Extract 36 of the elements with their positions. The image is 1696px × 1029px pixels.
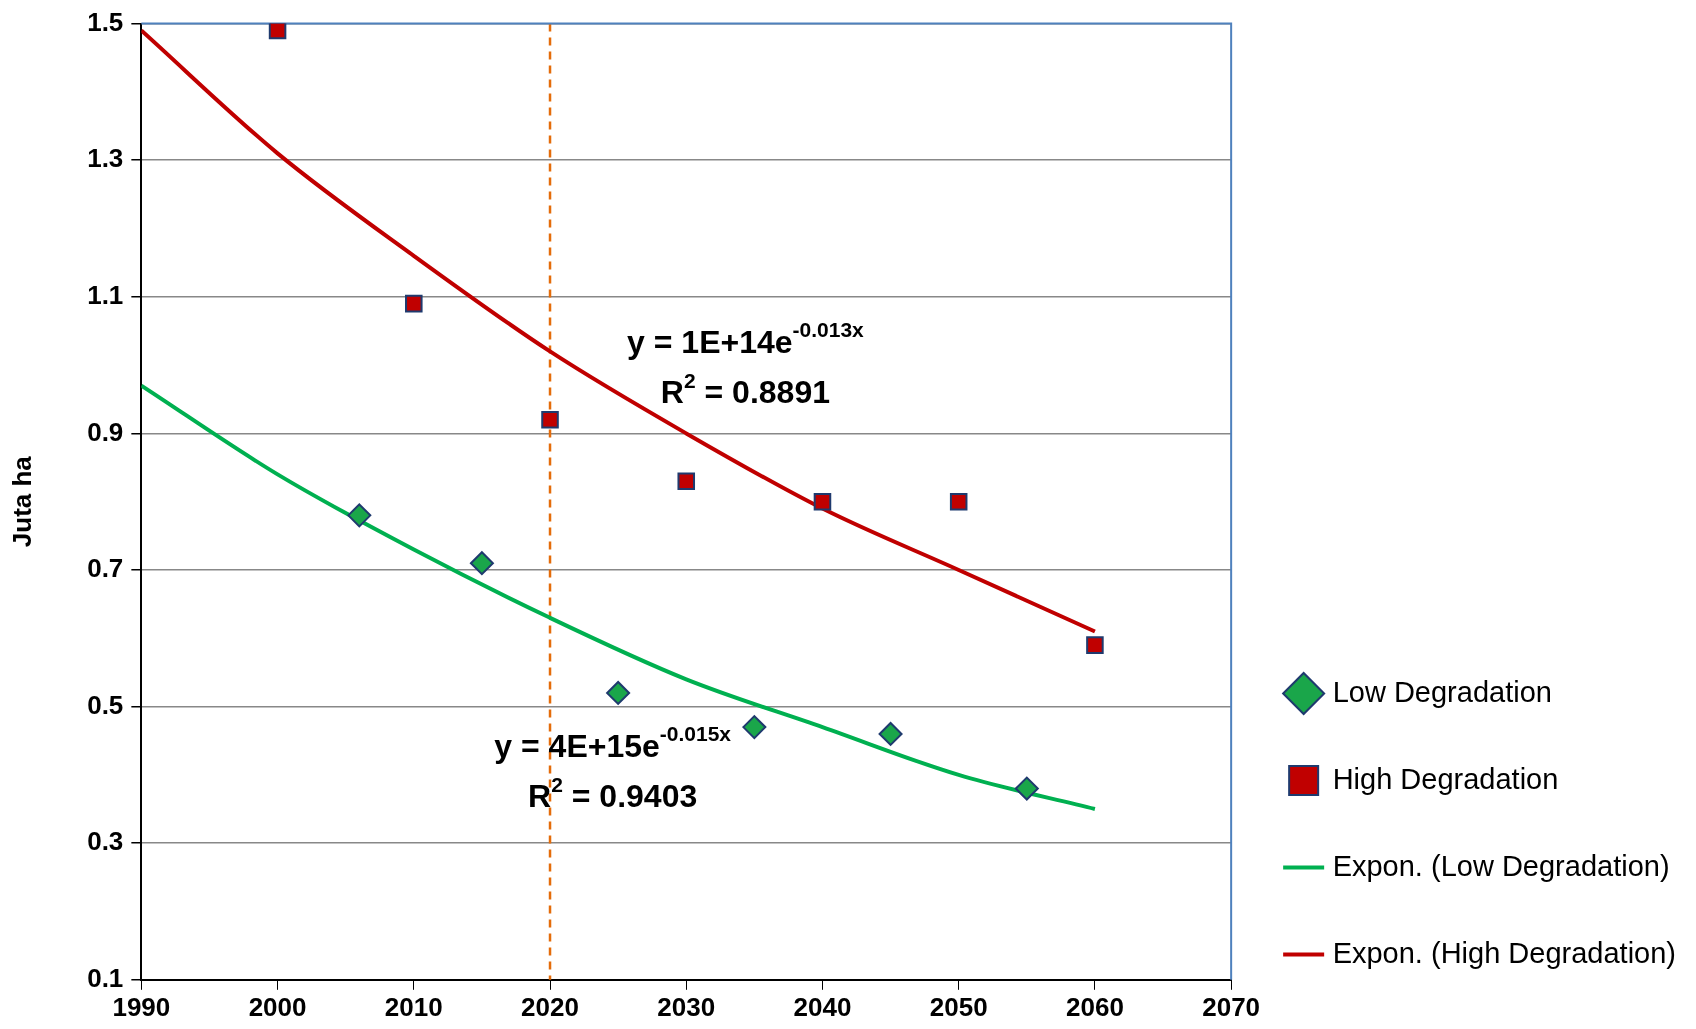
legend-label: Expon. (Low Degradation) (1332, 849, 1670, 882)
y-axis-title: Juta ha (6, 455, 37, 548)
point (405, 294, 423, 313)
legend-label: High Degradation (1332, 762, 1559, 795)
legend-label: Low Degradation (1332, 675, 1552, 708)
x-tick-label: 2000 (248, 991, 307, 1022)
point (949, 492, 968, 511)
y-tick-label: 0.7 (87, 553, 124, 584)
y-tick-label: 1.3 (87, 143, 124, 174)
x-tick-label: 2030 (657, 991, 716, 1022)
y-tick-label: 0.5 (87, 689, 124, 720)
y-tick-label: 1.5 (87, 6, 124, 37)
y-tick-label: 1.1 (87, 279, 124, 310)
y-tick-label: 0.3 (87, 826, 124, 857)
x-tick-label: 1990 (112, 991, 171, 1022)
x-tick-label: 2010 (384, 991, 443, 1022)
point (1086, 636, 1104, 654)
x-tick-label: 2020 (521, 991, 579, 1022)
point (541, 410, 559, 429)
point (469, 551, 494, 576)
x-tick-label: 2050 (929, 991, 988, 1022)
point (606, 680, 631, 705)
x-tick-label: 2040 (793, 991, 852, 1022)
x-tick-label: 2070 (1202, 991, 1261, 1022)
x-tick-label: 2060 (1066, 991, 1124, 1022)
point (677, 472, 696, 490)
line-series (141, 28, 1097, 634)
y-tick-label: 0.9 (87, 416, 124, 447)
point (1014, 776, 1039, 801)
y-tick-label: 0.1 (87, 962, 124, 993)
point (878, 721, 903, 746)
point (742, 715, 767, 740)
legend-label: Expon. (High Degradation) (1332, 936, 1676, 969)
point (813, 492, 832, 511)
point (347, 503, 372, 528)
point (268, 23, 287, 40)
